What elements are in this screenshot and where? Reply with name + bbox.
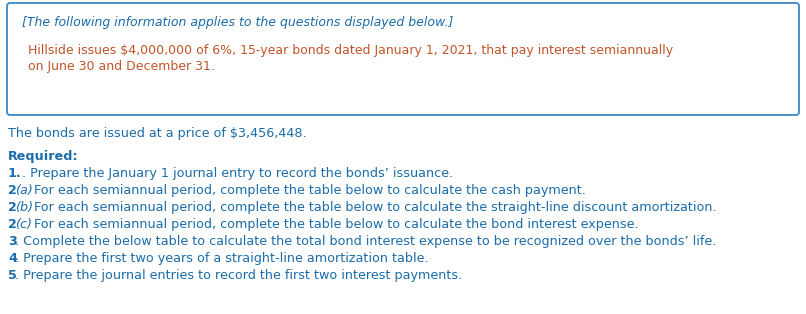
- Text: on June 30 and December 31.: on June 30 and December 31.: [28, 60, 215, 73]
- Text: 4: 4: [8, 252, 17, 265]
- Text: 1.: 1.: [8, 167, 22, 180]
- Text: 2: 2: [8, 218, 17, 231]
- Text: For each semiannual period, complete the table below to calculate the straight-l: For each semiannual period, complete the…: [30, 201, 717, 214]
- Text: 2: 2: [8, 201, 17, 214]
- Text: (b): (b): [15, 201, 34, 214]
- Text: . Prepare the journal entries to record the first two interest payments.: . Prepare the journal entries to record …: [15, 269, 462, 282]
- Text: (a): (a): [15, 184, 33, 197]
- Text: For each semiannual period, complete the table below to calculate the cash payme: For each semiannual period, complete the…: [30, 184, 586, 197]
- FancyBboxPatch shape: [7, 3, 799, 115]
- Text: [The following information applies to the questions displayed below.]: [The following information applies to th…: [22, 16, 453, 29]
- Text: (c): (c): [15, 218, 32, 231]
- Text: For each semiannual period, complete the table below to calculate the bond inter: For each semiannual period, complete the…: [30, 218, 638, 231]
- Text: The bonds are issued at a price of $3,456,448.: The bonds are issued at a price of $3,45…: [8, 127, 306, 140]
- Text: . Prepare the first two years of a straight-line amortization table.: . Prepare the first two years of a strai…: [15, 252, 429, 265]
- Text: Required:: Required:: [8, 150, 79, 163]
- Text: 3: 3: [8, 235, 17, 248]
- Text: Hillside issues $4,000,000 of 6%, 15-year bonds dated January 1, 2021, that pay : Hillside issues $4,000,000 of 6%, 15-yea…: [28, 44, 673, 57]
- Text: . Complete the below table to calculate the total bond interest expense to be re: . Complete the below table to calculate …: [15, 235, 717, 248]
- Text: 5: 5: [8, 269, 17, 282]
- Text: 2: 2: [8, 184, 17, 197]
- Text: . Prepare the January 1 journal entry to record the bonds’ issuance.: . Prepare the January 1 journal entry to…: [22, 167, 453, 180]
